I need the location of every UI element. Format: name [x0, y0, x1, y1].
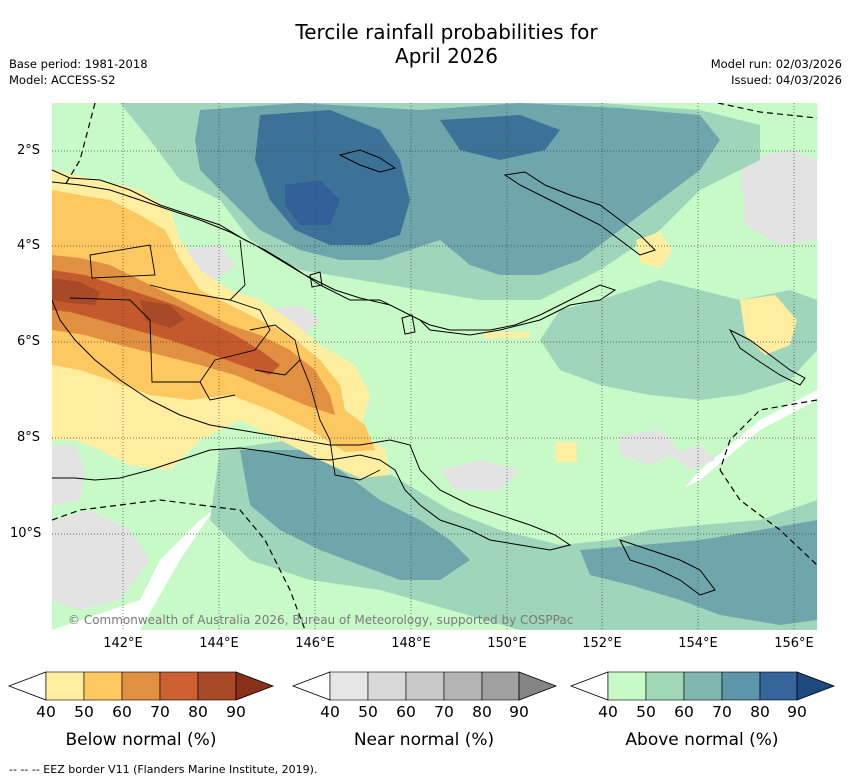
- colorbar-above-swatch: [721, 671, 761, 701]
- colorbar-near-swatch: [405, 671, 445, 701]
- colorbar-near-max-arrow: [518, 671, 558, 701]
- colorbar-above-swatch: [683, 671, 723, 701]
- lon-label: 150°E: [487, 636, 527, 651]
- colorbar-below-swatch: [159, 671, 199, 701]
- lat-label: 2°S: [17, 143, 41, 158]
- colorbar-below-swatch: [83, 671, 123, 701]
- issued-date: Issued: 04/03/2026: [731, 73, 842, 87]
- colorbar-near-tick: 90: [509, 703, 529, 721]
- colorbar-below-tick: 40: [36, 703, 56, 721]
- lat-label: 4°S: [17, 238, 41, 253]
- colorbar-above-tick: 50: [636, 703, 656, 721]
- colorbar-below-title: Below normal (%): [65, 730, 217, 750]
- title-line-1: Tercile rainfall probabilities for: [295, 20, 598, 44]
- colorbar-below-tick: 50: [74, 703, 94, 721]
- colorbar-near-tick: 70: [434, 703, 454, 721]
- colorbar-below-swatch: [45, 671, 85, 701]
- lon-label: 156°E: [774, 636, 814, 651]
- colorbar-above-swatch: [645, 671, 685, 701]
- base-period: Base period: 1981-2018: [9, 57, 148, 71]
- colorbar-near-tick: 40: [320, 703, 340, 721]
- colorbar-below-swatch: [197, 671, 237, 701]
- lat-label: 6°S: [17, 334, 41, 349]
- meta-left: Base period: 1981-2018 Model: ACCESS-S2: [9, 56, 148, 88]
- colorbar-above-min-arrow: [569, 671, 609, 701]
- colorbar-above-tick: 70: [712, 703, 732, 721]
- colorbar-below-min-arrow: [7, 671, 47, 701]
- meta-right: Model run: 02/03/2026 Issued: 04/03/2026: [711, 56, 842, 88]
- colorbar-above-tick: 90: [787, 703, 807, 721]
- map-title: Tercile rainfall probabilities for April…: [0, 20, 850, 68]
- lon-label: 142°E: [103, 636, 143, 651]
- colorbar-below-tick: 90: [226, 703, 246, 721]
- colorbar-below-tick: 80: [188, 703, 208, 721]
- gridlines: [52, 103, 817, 630]
- lon-label: 152°E: [582, 636, 622, 651]
- colorbar-near-swatch: [329, 671, 369, 701]
- colorbar-below-max-arrow: [235, 671, 275, 701]
- province-borders: [69, 239, 381, 481]
- colorbar-above: [569, 671, 836, 701]
- colorbar-near-min-arrow: [291, 671, 331, 701]
- colorbar-above-title: Above normal (%): [625, 730, 779, 750]
- colorbar-near-tick: 60: [396, 703, 416, 721]
- colorbar-near-tick: 80: [472, 703, 492, 721]
- colorbar-below-tick: 70: [150, 703, 170, 721]
- colorbar-above-swatch: [759, 671, 798, 701]
- model-name: Model: ACCESS-S2: [9, 73, 116, 87]
- lon-label: 148°E: [391, 636, 431, 651]
- map-plot-area: [52, 103, 817, 630]
- above-normal-90-region: [285, 180, 340, 225]
- colorbar-near-swatch: [367, 671, 407, 701]
- lon-label: 146°E: [295, 636, 335, 651]
- lat-label: 10°S: [10, 526, 42, 541]
- colorbar-below-tick: 60: [112, 703, 132, 721]
- colorbar-near-title: Near normal (%): [353, 730, 495, 750]
- colorbar-near-swatch: [481, 671, 520, 701]
- lon-label: 154°E: [678, 636, 718, 651]
- near-normal-region: [52, 150, 817, 610]
- colorbar-above-tick: 40: [598, 703, 618, 721]
- colorbar-near-tick: 50: [358, 703, 378, 721]
- coastlines: [52, 149, 806, 596]
- colorbar-below: [7, 671, 275, 701]
- colorbar-near: [291, 671, 558, 701]
- colorbar-below-swatch: [121, 671, 161, 701]
- colorbar-above-tick: 80: [750, 703, 770, 721]
- eez-borders: [52, 103, 817, 630]
- colorbar-near-swatch: [443, 671, 483, 701]
- colorbar-above-max-arrow: [796, 671, 836, 701]
- lon-label: 144°E: [199, 636, 239, 651]
- colorbar-above-swatch: [607, 671, 647, 701]
- colorbar-above-tick: 60: [674, 703, 694, 721]
- lat-label: 8°S: [17, 430, 41, 445]
- eez-footnote: -- -- -- EEZ border V11 (Flanders Marine…: [9, 763, 318, 776]
- title-line-2: April 2026: [395, 44, 498, 68]
- model-run: Model run: 02/03/2026: [710, 57, 842, 71]
- copyright-notice: © Commonwealth of Australia 2026, Bureau…: [68, 613, 574, 627]
